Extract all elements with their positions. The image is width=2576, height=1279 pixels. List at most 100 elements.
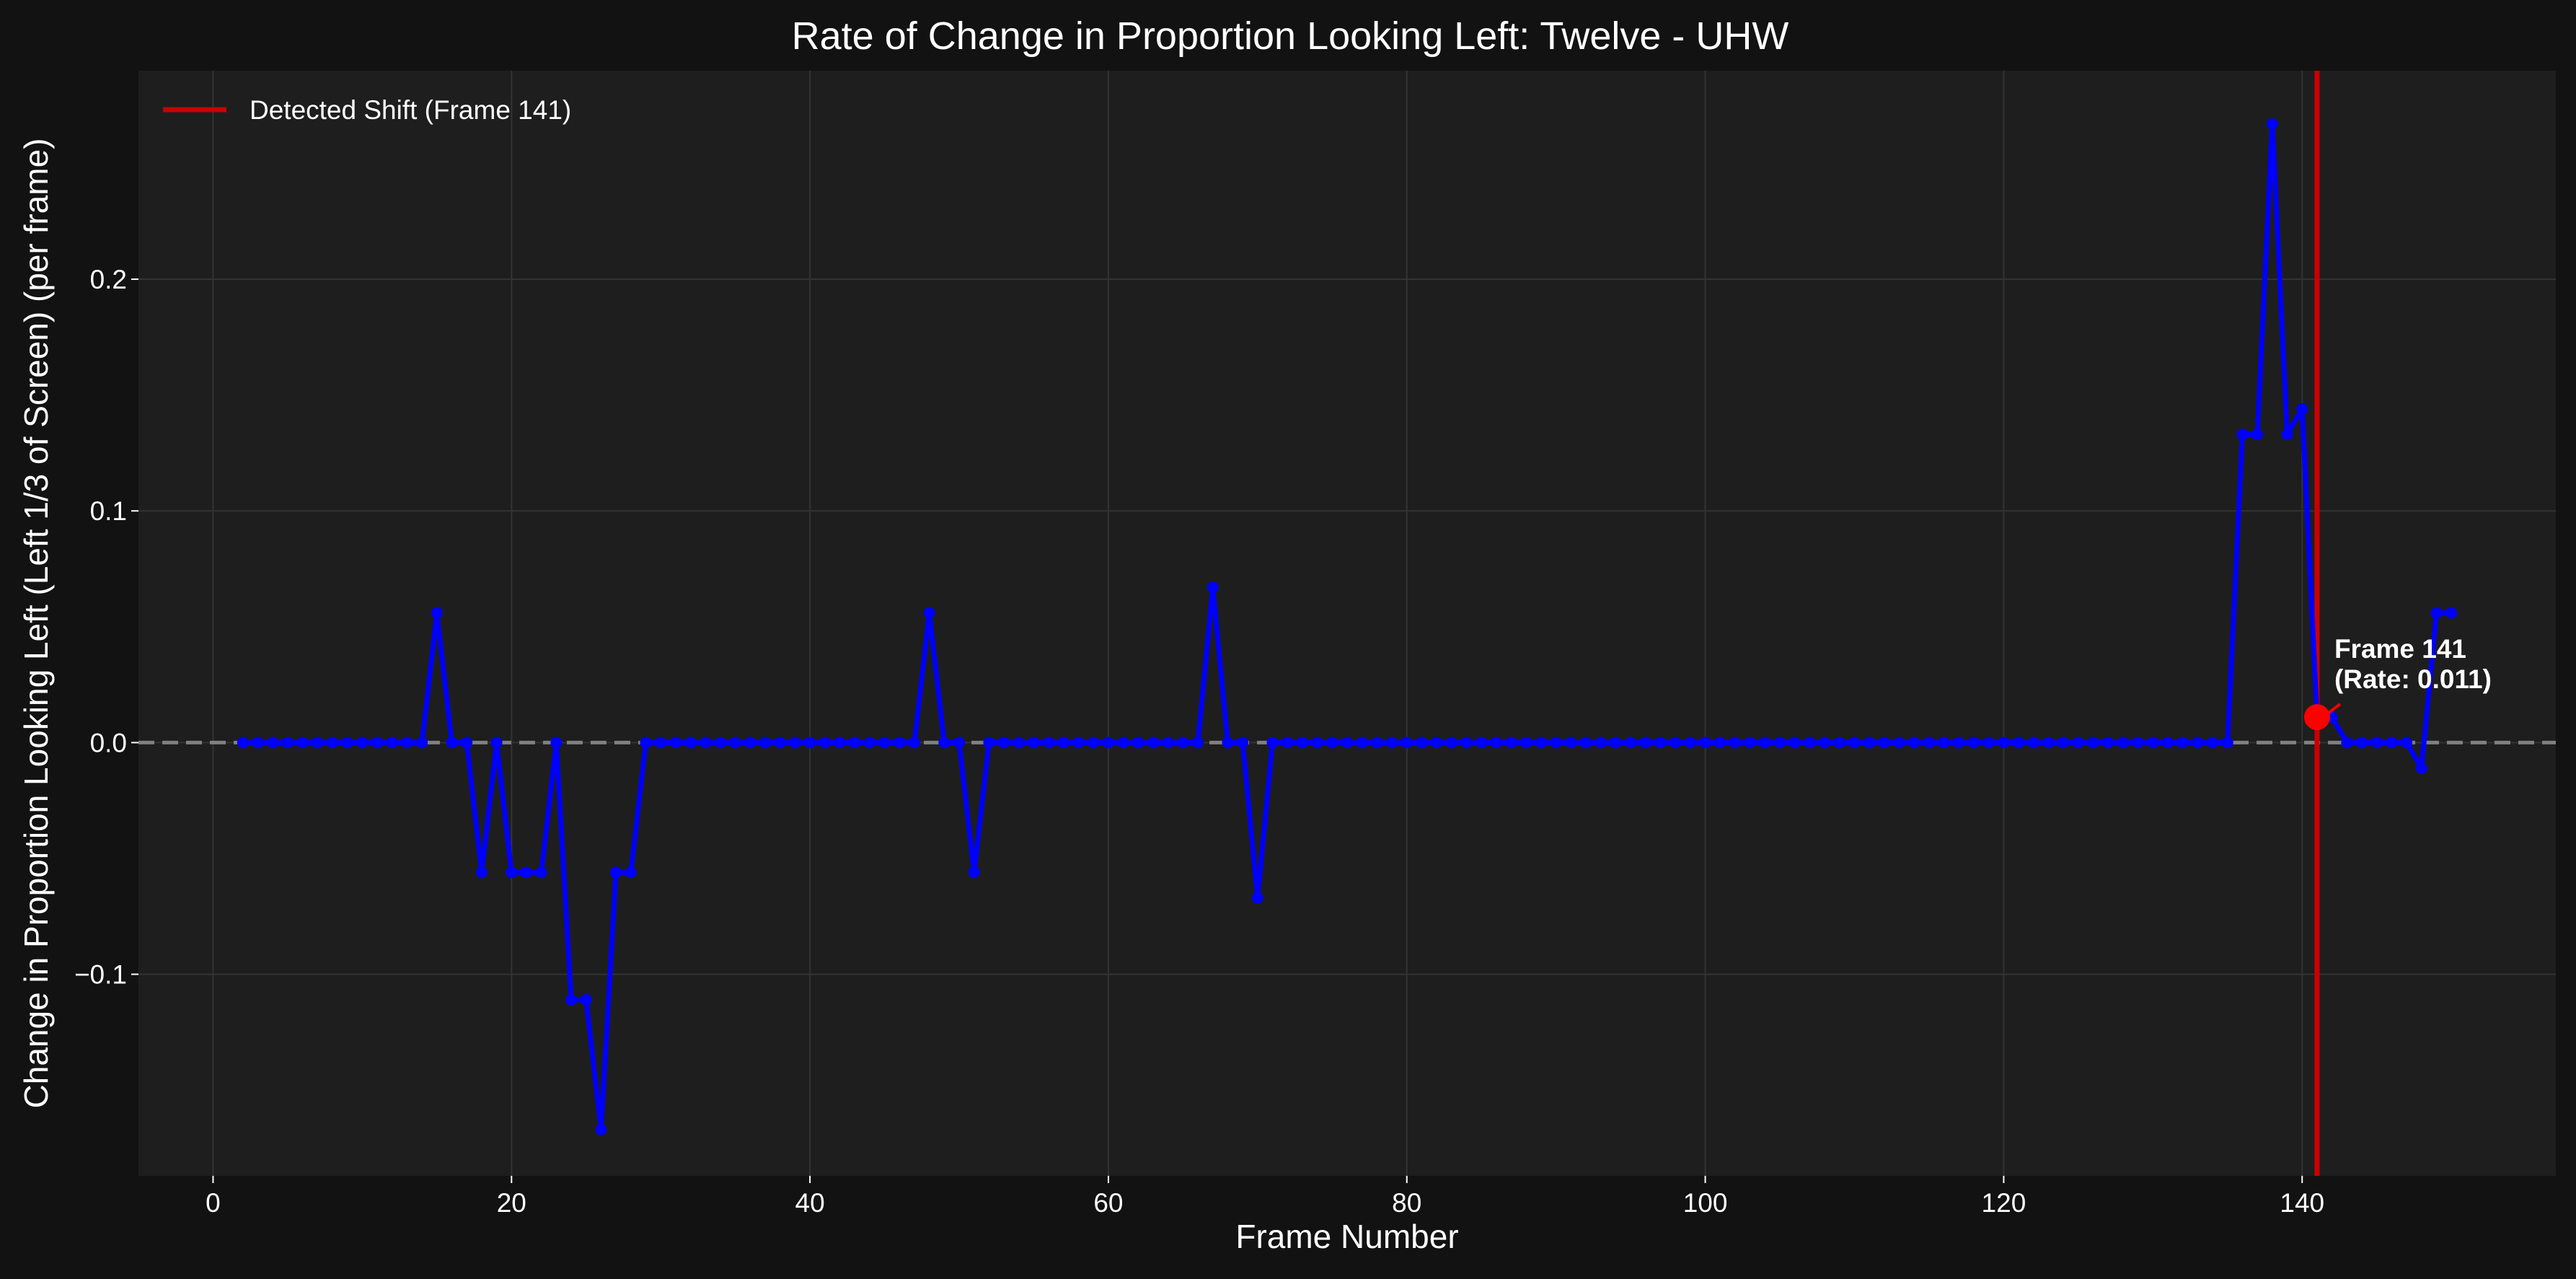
data-point	[789, 737, 801, 749]
data-point	[386, 737, 398, 749]
data-point	[655, 737, 667, 749]
x-tick-label: 0	[206, 1188, 221, 1218]
data-point	[2370, 737, 2383, 749]
data-point	[1729, 737, 1741, 749]
data-point	[1043, 737, 1055, 749]
data-point	[774, 737, 786, 749]
annotation-line-1: Frame 141	[2334, 634, 2466, 664]
data-point	[669, 737, 682, 749]
data-point	[834, 737, 846, 749]
x-tick-label: 40	[795, 1188, 825, 1218]
data-point	[1833, 737, 1845, 749]
data-point	[1147, 737, 1160, 749]
data-point	[1356, 737, 1368, 749]
data-point	[1117, 737, 1129, 749]
data-point	[1162, 737, 1174, 749]
data-point	[1192, 737, 1204, 749]
data-point	[1774, 737, 1786, 749]
x-tick-label: 140	[2280, 1188, 2324, 1218]
annotation-line-2: (Rate: 0.011)	[2334, 664, 2492, 694]
data-point	[2087, 737, 2099, 749]
plot-area	[138, 71, 2556, 1176]
data-point	[2057, 737, 2070, 749]
data-point	[2132, 737, 2144, 749]
data-point	[2013, 737, 2025, 749]
data-point	[1057, 737, 1069, 749]
data-point	[490, 737, 503, 749]
data-point	[2147, 737, 2159, 749]
highlight	[2303, 703, 2342, 731]
x-tick-label: 60	[1093, 1188, 1123, 1218]
data-point	[2251, 428, 2264, 441]
annotation: Frame 141 (Rate: 0.011)	[2334, 634, 2492, 694]
data-point	[1923, 737, 1935, 749]
data-point	[700, 737, 712, 749]
data-point	[2266, 118, 2278, 130]
data-point	[1296, 737, 1308, 749]
data-point	[894, 737, 906, 749]
data-point	[2356, 737, 2368, 749]
data-point	[461, 737, 473, 749]
data-point	[2027, 737, 2039, 749]
data-point	[2401, 737, 2413, 749]
data-point	[1863, 737, 1876, 749]
data-point	[1476, 737, 1488, 749]
y-axis-label: Change in Proportion Looking Left (Left …	[17, 139, 55, 1109]
data-point	[1908, 737, 1920, 749]
data-point	[1744, 737, 1756, 749]
y-axis-ticks: −0.1 0.0 0.1 0.2	[74, 265, 138, 990]
annotation-arrow	[2327, 703, 2342, 714]
series-markers	[237, 118, 2458, 1135]
data-point	[2445, 607, 2458, 619]
data-point	[1759, 737, 1771, 749]
data-point	[2162, 737, 2174, 749]
data-point	[2296, 403, 2308, 415]
data-point	[1550, 737, 1562, 749]
data-point	[610, 866, 622, 879]
data-point	[1625, 737, 1637, 749]
data-point	[684, 737, 697, 749]
y-tick-label: 0.1	[90, 496, 127, 526]
data-point	[2281, 428, 2293, 441]
x-tick-label: 100	[1683, 1188, 1728, 1218]
data-point	[252, 737, 264, 749]
data-point	[506, 866, 518, 879]
data-point	[1938, 737, 1950, 749]
data-point	[938, 737, 950, 749]
data-point	[1237, 737, 1249, 749]
data-point	[1311, 737, 1323, 749]
data-point	[401, 737, 413, 749]
data-point	[714, 737, 726, 749]
data-point	[446, 737, 458, 749]
data-point	[1580, 737, 1592, 749]
data-point	[2415, 762, 2427, 774]
data-point	[1669, 737, 1682, 749]
data-point	[2207, 737, 2219, 749]
data-point	[1102, 737, 1114, 749]
data-point	[1326, 737, 1338, 749]
data-point	[819, 737, 831, 749]
data-point	[1535, 737, 1547, 749]
data-point	[1088, 737, 1100, 749]
data-point	[863, 737, 875, 749]
data-point	[849, 737, 861, 749]
data-point	[923, 607, 935, 619]
data-point	[1953, 737, 1965, 749]
data-point	[1207, 581, 1219, 594]
data-point	[953, 737, 966, 749]
highlight-point	[2303, 704, 2330, 731]
data-point	[878, 737, 891, 749]
data-point	[968, 866, 980, 879]
data-point	[1386, 737, 1398, 749]
data-point	[1251, 892, 1263, 904]
x-tick-label: 120	[1982, 1188, 2026, 1218]
data-point	[1013, 737, 1025, 749]
data-point	[1401, 737, 1413, 749]
data-point	[1565, 737, 1577, 749]
y-tick-label: 0.2	[90, 265, 127, 294]
data-point	[550, 737, 563, 749]
data-point	[1072, 737, 1085, 749]
data-point	[729, 737, 741, 749]
data-point	[312, 737, 324, 749]
data-point	[2221, 737, 2233, 749]
